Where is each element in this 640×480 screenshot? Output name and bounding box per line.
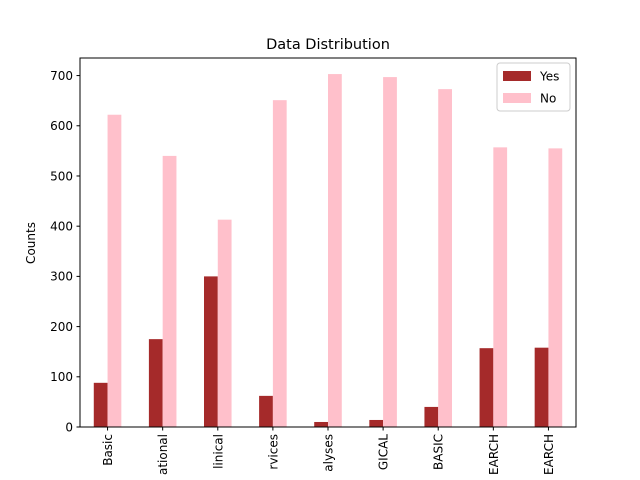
bar-no-3	[272, 100, 287, 428]
y-axis-label: Counts	[24, 222, 38, 264]
bars-layer	[93, 74, 563, 428]
bar-yes-1	[148, 339, 163, 427]
x-tick-label-1: ational	[156, 434, 170, 475]
y-tick-label-3: 300	[50, 270, 73, 284]
legend: Yes No	[496, 62, 571, 112]
x-tick-label-6: BASIC	[432, 434, 446, 470]
bar-yes-0	[93, 382, 108, 427]
bar-no-6	[438, 89, 452, 427]
bar-no-1	[162, 155, 177, 427]
y-tick-label-4: 400	[50, 219, 73, 233]
y-tick-label-7: 700	[50, 69, 73, 83]
chart-title: Data Distribution	[266, 37, 390, 53]
bar-no-8	[548, 148, 563, 427]
bar-yes-4	[314, 421, 328, 427]
bar-yes-8	[534, 347, 549, 427]
bar-yes-2	[204, 276, 218, 427]
x-axis-ticks: Basic ational linical rvices alyses GICAL BASI…	[101, 427, 556, 475]
bar-no-4	[328, 74, 342, 427]
x-tick-label-8: EARCH	[542, 434, 556, 475]
legend-swatch-yes	[503, 71, 531, 81]
bar-yes-7	[479, 348, 494, 427]
bar-no-2	[217, 219, 232, 427]
bar-no-7	[493, 147, 508, 428]
plot-frame	[79, 57, 577, 428]
y-tick-label-1: 100	[50, 370, 73, 384]
bar-yes-6	[424, 406, 439, 427]
x-tick-label-2: linical	[211, 434, 225, 469]
legend-swatch-no	[503, 93, 531, 103]
y-tick-label-2: 200	[50, 320, 73, 334]
x-tick-label-4: alyses	[322, 434, 336, 472]
y-tick-label-6: 600	[50, 119, 73, 133]
y-tick-label-0: 0	[65, 420, 73, 434]
legend-label-no: No	[540, 92, 556, 106]
x-tick-label-5: GICAL	[377, 434, 391, 470]
bar-yes-5	[369, 419, 384, 427]
bar-no-0	[107, 114, 122, 427]
x-tick-label-0: Basic	[101, 434, 115, 466]
x-tick-label-3: rvices	[266, 434, 280, 470]
y-axis-ticks: 0 100 200 300 400 500 600 700	[50, 69, 80, 434]
legend-label-yes: Yes	[539, 70, 559, 84]
bar-no-5	[383, 77, 397, 427]
bar-yes-3	[259, 395, 273, 427]
y-tick-label-5: 500	[50, 169, 73, 183]
x-tick-label-7: EARCH	[487, 434, 501, 475]
